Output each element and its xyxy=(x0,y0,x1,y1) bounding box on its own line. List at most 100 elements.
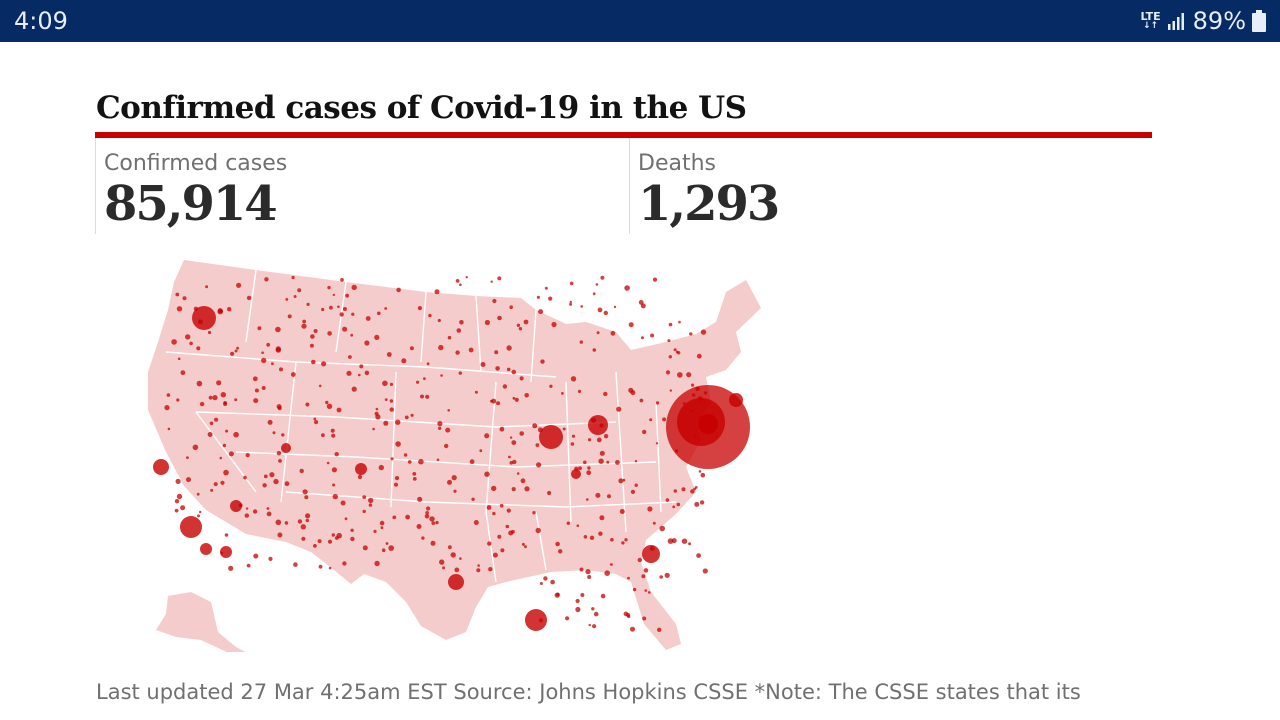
case-marker xyxy=(345,293,349,298)
case-marker xyxy=(269,472,275,478)
case-marker xyxy=(176,493,183,500)
state-border-line xyxy=(245,269,257,343)
case-marker xyxy=(358,373,361,377)
case-marker xyxy=(664,572,670,578)
case-marker xyxy=(410,413,414,417)
case-marker xyxy=(454,567,460,573)
case-marker xyxy=(330,428,335,433)
case-marker xyxy=(224,533,229,537)
case-marker xyxy=(180,370,186,376)
case-marker xyxy=(257,326,262,331)
case-marker xyxy=(266,511,272,517)
case-marker xyxy=(384,307,388,310)
signal-icon xyxy=(1167,13,1184,30)
case-marker xyxy=(261,357,267,364)
case-marker xyxy=(473,520,479,525)
case-marker xyxy=(587,466,591,470)
case-marker xyxy=(174,508,179,513)
case-cluster-marker xyxy=(220,546,232,558)
case-marker xyxy=(688,542,692,546)
status-time: 4:09 xyxy=(14,7,68,35)
case-marker xyxy=(681,487,686,492)
case-marker xyxy=(332,483,336,487)
case-marker xyxy=(395,441,401,447)
case-marker xyxy=(447,335,452,340)
case-marker xyxy=(207,330,212,335)
case-marker xyxy=(637,557,642,563)
case-marker xyxy=(227,307,232,312)
case-marker xyxy=(210,488,214,492)
case-marker xyxy=(396,287,401,293)
status-bar: 4:09 LTE ↓↑ 89% xyxy=(0,0,1280,42)
case-marker xyxy=(364,370,370,376)
case-marker xyxy=(389,407,394,412)
case-marker xyxy=(196,380,203,387)
case-marker xyxy=(220,392,226,398)
case-marker xyxy=(192,444,199,451)
case-marker xyxy=(459,320,464,325)
case-marker xyxy=(447,409,451,412)
case-marker xyxy=(505,524,510,529)
case-marker xyxy=(350,528,354,532)
case-marker xyxy=(412,472,417,476)
case-marker xyxy=(423,377,426,380)
case-marker xyxy=(293,295,297,298)
case-marker xyxy=(585,569,591,575)
state-border-line xyxy=(615,371,627,533)
case-marker xyxy=(655,401,660,405)
case-marker xyxy=(521,542,525,546)
case-marker xyxy=(262,483,267,488)
case-marker xyxy=(668,322,673,327)
case-marker xyxy=(456,328,462,333)
case-marker xyxy=(177,357,181,361)
case-marker xyxy=(524,393,529,398)
status-icons: LTE ↓↑ 89% xyxy=(1140,6,1266,36)
case-marker xyxy=(373,529,377,533)
case-marker xyxy=(223,469,229,476)
case-marker xyxy=(222,443,227,448)
state-border-line xyxy=(420,291,427,363)
case-cluster-marker xyxy=(355,463,367,475)
case-marker xyxy=(299,468,304,474)
case-marker xyxy=(205,285,209,289)
state-border-line xyxy=(390,371,397,508)
case-marker xyxy=(641,574,646,579)
case-marker xyxy=(580,593,585,597)
case-marker xyxy=(540,359,545,364)
case-marker xyxy=(208,395,213,400)
case-marker xyxy=(395,419,401,425)
case-marker xyxy=(167,427,171,431)
case-marker xyxy=(474,390,478,394)
case-marker xyxy=(276,404,282,410)
case-marker xyxy=(340,500,346,506)
case-marker xyxy=(509,436,513,439)
headline-rule xyxy=(95,132,1152,138)
case-marker xyxy=(448,545,452,550)
case-marker xyxy=(502,384,508,389)
case-cluster-marker xyxy=(200,543,212,555)
case-marker xyxy=(284,481,290,487)
case-marker xyxy=(230,351,235,356)
case-cluster-marker xyxy=(729,393,743,407)
case-marker xyxy=(426,362,430,366)
case-marker xyxy=(579,567,584,572)
case-marker xyxy=(302,489,308,495)
case-marker xyxy=(336,407,342,413)
case-marker xyxy=(550,579,555,585)
case-marker xyxy=(290,372,296,377)
case-marker xyxy=(342,561,347,566)
case-marker xyxy=(458,371,462,375)
state-border-line xyxy=(195,411,337,418)
case-marker xyxy=(278,459,282,463)
case-cluster-marker xyxy=(525,609,547,631)
case-marker xyxy=(199,401,205,407)
case-marker xyxy=(331,533,335,537)
case-marker xyxy=(421,536,425,540)
case-marker xyxy=(180,505,186,511)
case-marker xyxy=(253,553,259,559)
case-marker xyxy=(555,541,560,547)
case-cluster-marker xyxy=(192,306,216,330)
case-marker xyxy=(394,476,400,481)
case-marker xyxy=(580,305,583,308)
case-marker xyxy=(404,415,409,420)
